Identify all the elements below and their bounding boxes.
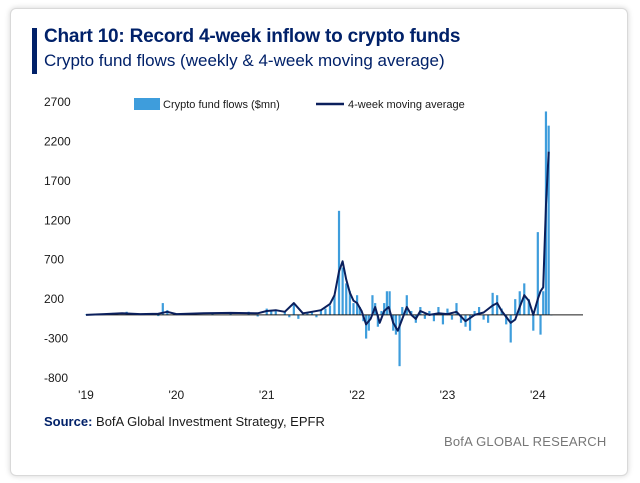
flow-bar bbox=[459, 314, 463, 323]
flow-bar bbox=[518, 291, 521, 315]
flow-bar bbox=[527, 299, 530, 315]
flow-bar bbox=[532, 314, 535, 331]
flow-bar bbox=[496, 295, 499, 315]
flow-bar bbox=[505, 314, 508, 325]
x-tick-label: '24 bbox=[530, 388, 546, 402]
y-tick-label: 1700 bbox=[44, 174, 71, 188]
brand-label: BofA GLOBAL RESEARCH bbox=[444, 434, 607, 449]
flow-bar bbox=[288, 314, 291, 318]
flow-bar bbox=[450, 314, 454, 320]
flow-bar bbox=[341, 267, 344, 315]
flow-bar bbox=[306, 312, 309, 315]
flow-bar bbox=[358, 307, 361, 315]
flow-bar bbox=[310, 310, 314, 315]
moving-average-line bbox=[85, 151, 550, 332]
source-label: Source: bbox=[44, 414, 93, 429]
flow-bar bbox=[352, 303, 355, 315]
chart-title: Chart 10: Record 4-week inflow to crypto… bbox=[44, 26, 461, 47]
flow-bar bbox=[297, 314, 300, 319]
chart-card bbox=[10, 8, 628, 476]
y-tick-label: -800 bbox=[44, 371, 68, 385]
flow-bar bbox=[428, 310, 431, 315]
flow-bar bbox=[348, 291, 351, 315]
flow-bar bbox=[446, 308, 449, 315]
flow-bar bbox=[333, 295, 336, 315]
flow-bar bbox=[292, 303, 295, 315]
flow-bar bbox=[328, 305, 332, 315]
flow-bar bbox=[542, 291, 545, 315]
flow-bar bbox=[423, 314, 426, 319]
source-note: Source: BofA Global Investment Strategy,… bbox=[44, 414, 325, 429]
flow-bar bbox=[523, 283, 526, 315]
chart-subtitle: Crypto fund flows (weekly & 4-week movin… bbox=[44, 51, 445, 70]
flow-bar bbox=[468, 314, 472, 331]
y-tick-label: 700 bbox=[44, 253, 64, 267]
flow-bar bbox=[477, 307, 481, 315]
y-tick-label: -300 bbox=[44, 332, 68, 346]
flow-bar bbox=[539, 314, 542, 335]
x-tick-label: '21 bbox=[259, 388, 275, 402]
y-tick-label: 2700 bbox=[44, 95, 71, 109]
flow-bar bbox=[473, 310, 476, 315]
flow-bar bbox=[398, 314, 401, 367]
y-tick-label: 1200 bbox=[44, 213, 71, 227]
x-tick-label: '23 bbox=[440, 388, 456, 402]
flow-bar bbox=[394, 314, 398, 335]
flow-bar bbox=[270, 310, 273, 315]
flow-bar bbox=[365, 314, 368, 339]
flow-bar bbox=[405, 295, 408, 315]
flow-bar bbox=[367, 314, 370, 331]
flow-bar bbox=[345, 283, 348, 315]
legend-line-label: 4-week moving average bbox=[348, 99, 465, 111]
flow-bar bbox=[547, 125, 550, 315]
flow-bar bbox=[491, 292, 494, 315]
flow-bar bbox=[371, 295, 374, 315]
flow-bar bbox=[441, 314, 445, 325]
flow-bar bbox=[536, 232, 539, 315]
flow-bar bbox=[514, 299, 517, 315]
legend-bar-swatch bbox=[134, 98, 160, 110]
flow-bar bbox=[385, 291, 389, 315]
y-tick-label: 2200 bbox=[44, 134, 71, 148]
flow-bar bbox=[437, 307, 440, 315]
flow-bar bbox=[319, 309, 323, 315]
flow-bar bbox=[509, 314, 512, 343]
x-tick-label: '19 bbox=[78, 388, 94, 402]
flow-bar bbox=[274, 310, 277, 315]
x-tick-label: '22 bbox=[349, 388, 365, 402]
flow-bar bbox=[432, 314, 435, 322]
y-tick-label: 200 bbox=[44, 292, 64, 306]
source-text: BofA Global Investment Strategy, EPFR bbox=[96, 414, 325, 429]
flow-bar bbox=[401, 307, 404, 315]
flow-bar bbox=[482, 314, 485, 320]
flow-bar bbox=[315, 314, 318, 318]
flow-bar bbox=[256, 314, 259, 317]
flow-bar bbox=[337, 210, 341, 315]
title-accent-bar bbox=[32, 28, 37, 74]
flow-bar bbox=[380, 310, 383, 315]
x-tick-label: '20 bbox=[169, 388, 185, 402]
flow-bar bbox=[376, 314, 379, 327]
flow-bar bbox=[383, 303, 386, 315]
flow-bar bbox=[324, 308, 327, 315]
flow-bar bbox=[455, 303, 458, 315]
flow-bar bbox=[161, 303, 164, 315]
flow-bar bbox=[487, 314, 490, 323]
flow-bar bbox=[283, 310, 286, 315]
legend-bar-label: Crypto fund flows ($mn) bbox=[163, 99, 280, 111]
flow-bar bbox=[157, 314, 160, 317]
flow-bar bbox=[388, 291, 391, 315]
